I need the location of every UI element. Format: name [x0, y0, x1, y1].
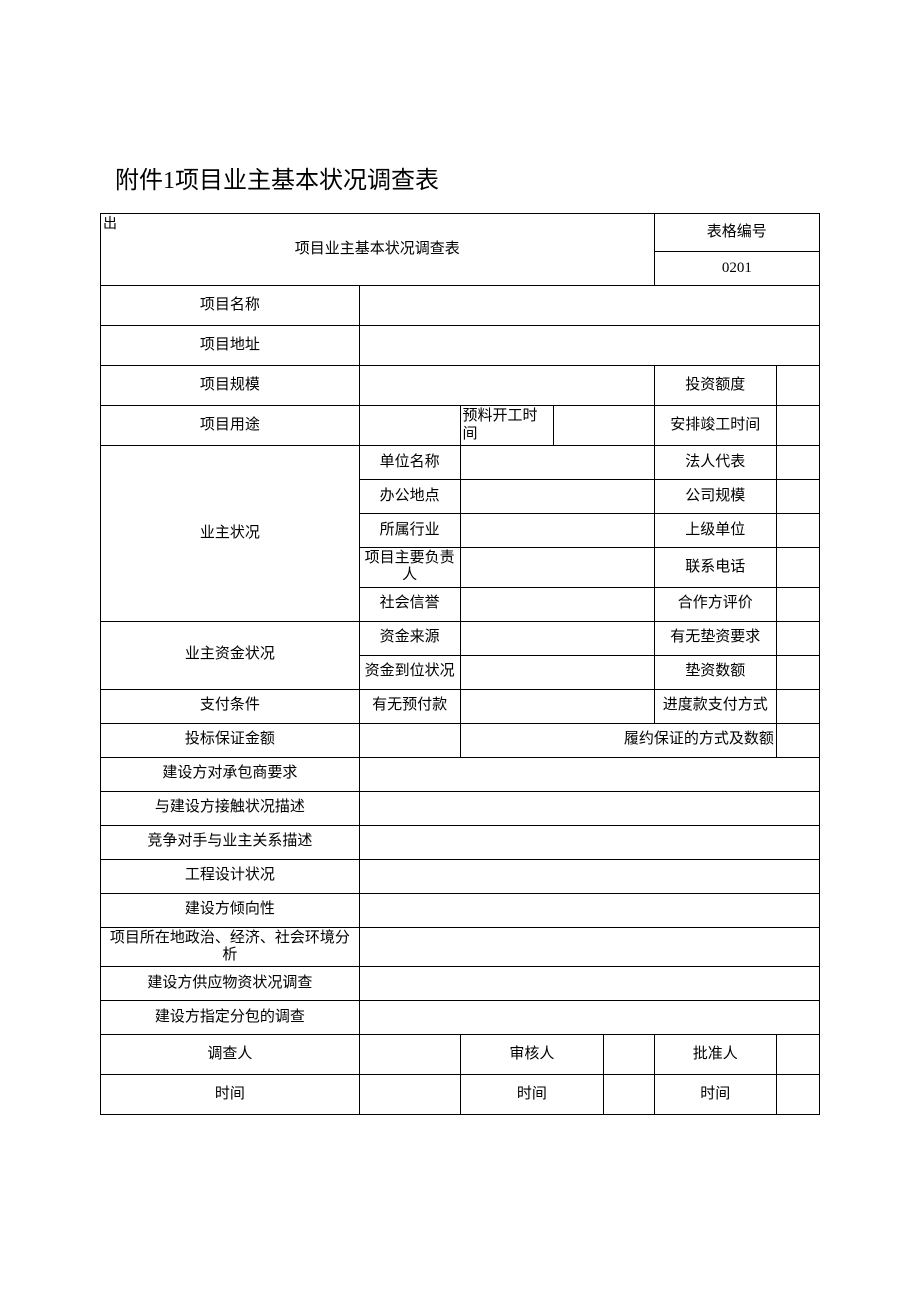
label-prepayment: 有无预付款 [359, 689, 460, 723]
label-office: 办公地点 [359, 480, 460, 514]
label-advance-required: 有无垫资要求 [654, 621, 776, 655]
value-legal-rep [776, 446, 819, 480]
value-tendency [359, 893, 819, 927]
value-time-3 [776, 1075, 819, 1115]
label-investment: 投资额度 [654, 366, 776, 406]
value-superior [776, 514, 819, 548]
label-material-supply: 建设方供应物资状况调查 [101, 967, 360, 1001]
value-design-status [359, 859, 819, 893]
value-finish-time [776, 406, 819, 446]
corner-char: 出 [103, 216, 117, 234]
value-contractor-req [359, 757, 819, 791]
value-reputation [460, 587, 654, 621]
label-fund-source: 资金来源 [359, 621, 460, 655]
label-legal-rep: 法人代表 [654, 446, 776, 480]
label-owner: 业主状况 [101, 446, 360, 622]
page-title: 附件1项目业主基本状况调查表 [115, 160, 820, 195]
label-contractor-req: 建设方对承包商要求 [101, 757, 360, 791]
label-partner-eval: 合作方评价 [654, 587, 776, 621]
form-number-value: 0201 [654, 252, 819, 286]
value-main-person [460, 548, 654, 588]
value-project-name [359, 286, 819, 326]
label-project-scale: 项目规模 [101, 366, 360, 406]
label-env: 项目所在地政治、经济、社会环境分析 [101, 927, 360, 967]
label-unit-name: 单位名称 [359, 446, 460, 480]
value-project-scale [359, 366, 654, 406]
label-superior: 上级单位 [654, 514, 776, 548]
label-finish-time: 安排竣工时间 [654, 406, 776, 446]
value-investigator [359, 1035, 460, 1075]
value-unit-name [460, 446, 654, 480]
value-investment [776, 366, 819, 406]
label-industry: 所属行业 [359, 514, 460, 548]
label-contact-desc: 与建设方接触状况描述 [101, 791, 360, 825]
value-prepayment [460, 689, 654, 723]
value-bid-bond [359, 723, 460, 757]
value-phone [776, 548, 819, 588]
value-contact-desc [359, 791, 819, 825]
label-approver: 批准人 [654, 1035, 776, 1075]
value-progress-pay [776, 689, 819, 723]
label-time-2: 时间 [460, 1075, 604, 1115]
label-design-status: 工程设计状况 [101, 859, 360, 893]
value-industry [460, 514, 654, 548]
value-office [460, 480, 654, 514]
label-reviewer: 审核人 [460, 1035, 604, 1075]
label-phone: 联系电话 [654, 548, 776, 588]
label-time-1: 时间 [101, 1075, 360, 1115]
label-project-use: 项目用途 [101, 406, 360, 446]
label-reputation: 社会信誉 [359, 587, 460, 621]
value-advance-required [776, 621, 819, 655]
label-time-3: 时间 [654, 1075, 776, 1115]
form-title: 项目业主基本状况调查表 [295, 241, 460, 257]
value-fund-source [460, 621, 654, 655]
label-fund-in-place: 资金到位状况 [359, 655, 460, 689]
label-fund: 业主资金状况 [101, 621, 360, 689]
header-title-cell: 出 项目业主基本状况调查表 [101, 214, 655, 286]
value-env [359, 927, 819, 967]
label-investigator: 调查人 [101, 1035, 360, 1075]
value-company-scale [776, 480, 819, 514]
value-start-time [553, 406, 654, 446]
label-start-time: 预料开工时间 [460, 406, 553, 446]
label-pay-conditions: 支付条件 [101, 689, 360, 723]
value-competitor-desc [359, 825, 819, 859]
label-progress-pay: 进度款支付方式 [654, 689, 776, 723]
value-project-address [359, 326, 819, 366]
label-project-address: 项目地址 [101, 326, 360, 366]
value-time-2 [604, 1075, 654, 1115]
value-material-supply [359, 967, 819, 1001]
label-tendency: 建设方倾向性 [101, 893, 360, 927]
value-advance-amount [776, 655, 819, 689]
survey-table: 出 项目业主基本状况调查表 表格编号 0201 项目名称 项目地址 项目规模 投… [100, 213, 820, 1115]
label-competitor-desc: 竞争对手与业主关系描述 [101, 825, 360, 859]
label-project-name: 项目名称 [101, 286, 360, 326]
form-number-label: 表格编号 [654, 214, 819, 252]
label-company-scale: 公司规模 [654, 480, 776, 514]
value-approver [776, 1035, 819, 1075]
value-reviewer [604, 1035, 654, 1075]
label-performance-bond: 履约保证的方式及数额 [460, 723, 776, 757]
value-project-use [359, 406, 460, 446]
value-fund-in-place [460, 655, 654, 689]
value-performance-bond [776, 723, 819, 757]
label-subcontract: 建设方指定分包的调查 [101, 1001, 360, 1035]
label-bid-bond: 投标保证金额 [101, 723, 360, 757]
value-time-1 [359, 1075, 460, 1115]
label-main-person: 项目主要负责人 [359, 548, 460, 588]
value-partner-eval [776, 587, 819, 621]
label-advance-amount: 垫资数额 [654, 655, 776, 689]
value-subcontract [359, 1001, 819, 1035]
